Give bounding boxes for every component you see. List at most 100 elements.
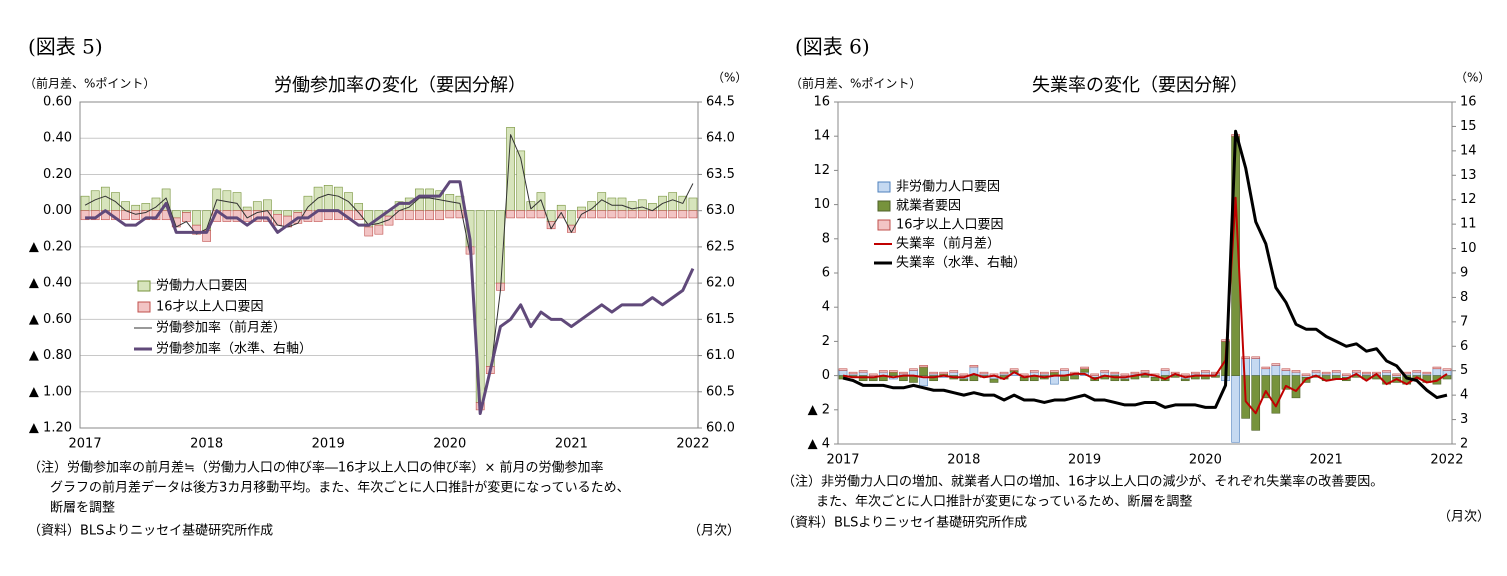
bar — [597, 210, 607, 219]
legend-swatch — [137, 301, 151, 313]
bar — [858, 371, 868, 376]
line — [842, 196, 1448, 415]
y-tick-label: ▲ 1.20 — [29, 421, 72, 436]
bar — [1341, 373, 1351, 376]
bar — [1090, 373, 1099, 376]
y-tick-label: ▲ 1.00 — [29, 384, 72, 399]
bar — [627, 210, 637, 219]
source: （資料）BLSよりニッセイ基礎研究所作成 — [782, 515, 1027, 531]
y2-tick-label: 62.5 — [706, 239, 735, 254]
y2-tick-label: 60.5 — [706, 384, 735, 399]
note: また、年次ごとに人口推計が変更になっているため、断層を調整 — [816, 494, 1192, 510]
x-tick-label: 2019 — [1068, 453, 1101, 468]
bar — [151, 210, 161, 221]
bar — [141, 203, 151, 211]
bar — [969, 365, 979, 368]
y2-tick-label: 3 — [1460, 412, 1468, 427]
y2-tick-label: 64.5 — [706, 95, 735, 110]
bar — [1100, 370, 1110, 373]
y-tick-label: ▲ 4 — [808, 437, 830, 452]
bar — [192, 210, 201, 226]
plot-frame — [837, 101, 1453, 445]
bar — [1140, 375, 1150, 378]
bar — [1180, 373, 1190, 376]
bar — [999, 371, 1009, 375]
y2-tick-label: 60.0 — [706, 421, 735, 436]
bar — [658, 210, 667, 219]
x-tick-label: 2022 — [1430, 453, 1463, 468]
bar — [1382, 370, 1391, 373]
y-tick-label: 0.20 — [43, 167, 72, 182]
bar — [131, 210, 141, 221]
note: グラフの前月差データは後方3カ月移動平均。また、年次ごとに人口推計が変更になって… — [50, 480, 630, 496]
figure-label: (図表 5) — [28, 35, 103, 59]
x-tick-label: 2018 — [190, 437, 223, 452]
bar — [1201, 370, 1210, 373]
bar — [1241, 356, 1250, 359]
bar — [1231, 375, 1240, 443]
bar — [637, 210, 647, 219]
bar — [252, 201, 262, 211]
bar — [1080, 368, 1089, 373]
bar — [323, 185, 333, 211]
bar — [567, 210, 576, 226]
bar — [1442, 368, 1452, 371]
y2-axis-label: （%） — [712, 71, 747, 85]
bar — [617, 210, 627, 219]
bar — [273, 210, 282, 215]
bar — [1352, 370, 1361, 373]
bar — [1271, 363, 1281, 366]
bar — [1070, 375, 1079, 380]
bar — [1331, 371, 1341, 376]
legend-swatch — [877, 219, 891, 231]
bar — [242, 206, 252, 211]
bar — [1321, 371, 1331, 375]
bar — [485, 210, 495, 367]
y-tick-label: 10 — [813, 197, 830, 212]
bar — [273, 213, 282, 226]
y2-axis-label: （%） — [1455, 71, 1490, 85]
y-tick-label: 0.40 — [43, 131, 72, 146]
x-axis-label: （月次） — [688, 524, 740, 539]
line — [84, 134, 694, 411]
y2-tick-label: 9 — [1460, 266, 1468, 281]
note: （注）非労働力人口の増加、就業者人口の増加、16才以上人口の減少が、それぞれ失業… — [782, 474, 1383, 490]
bar — [303, 195, 313, 211]
bar — [1130, 371, 1140, 375]
legend-label: 失業率（水準、右軸） — [896, 255, 1026, 271]
bar — [182, 212, 191, 222]
bar — [1432, 368, 1442, 376]
bar — [536, 210, 546, 219]
bar — [121, 201, 130, 211]
y2-tick-label: 16 — [1460, 95, 1477, 110]
bar — [979, 371, 989, 375]
bar — [607, 210, 617, 219]
bar — [949, 370, 959, 373]
bar — [1251, 356, 1261, 359]
bar — [929, 371, 938, 375]
legend-label: 16才以上人口要因 — [896, 218, 1004, 233]
bar — [919, 366, 928, 376]
bar — [1251, 358, 1261, 376]
bar — [1261, 375, 1271, 399]
bar — [587, 210, 596, 219]
y2-tick-label: 2 — [1460, 437, 1468, 452]
note: 断層を調整 — [50, 501, 115, 516]
bar — [858, 370, 868, 373]
bar — [1291, 371, 1301, 376]
y2-tick-label: 15 — [1460, 119, 1477, 134]
bar — [848, 371, 858, 375]
bar — [516, 210, 526, 219]
legend-label: 労働力人口要因 — [156, 279, 247, 294]
y-tick-label: 16 — [813, 95, 830, 110]
bar — [384, 215, 394, 226]
bar — [668, 210, 678, 219]
y-tick-label: ▲ 0.80 — [29, 348, 72, 363]
y-tick-label: ▲ 2 — [808, 402, 830, 417]
bar — [232, 210, 242, 222]
bar — [1060, 368, 1069, 371]
y2-tick-label: 5 — [1460, 363, 1468, 378]
bar — [415, 210, 424, 221]
line — [85, 180, 695, 416]
x-tick-label: 2017 — [826, 453, 859, 468]
